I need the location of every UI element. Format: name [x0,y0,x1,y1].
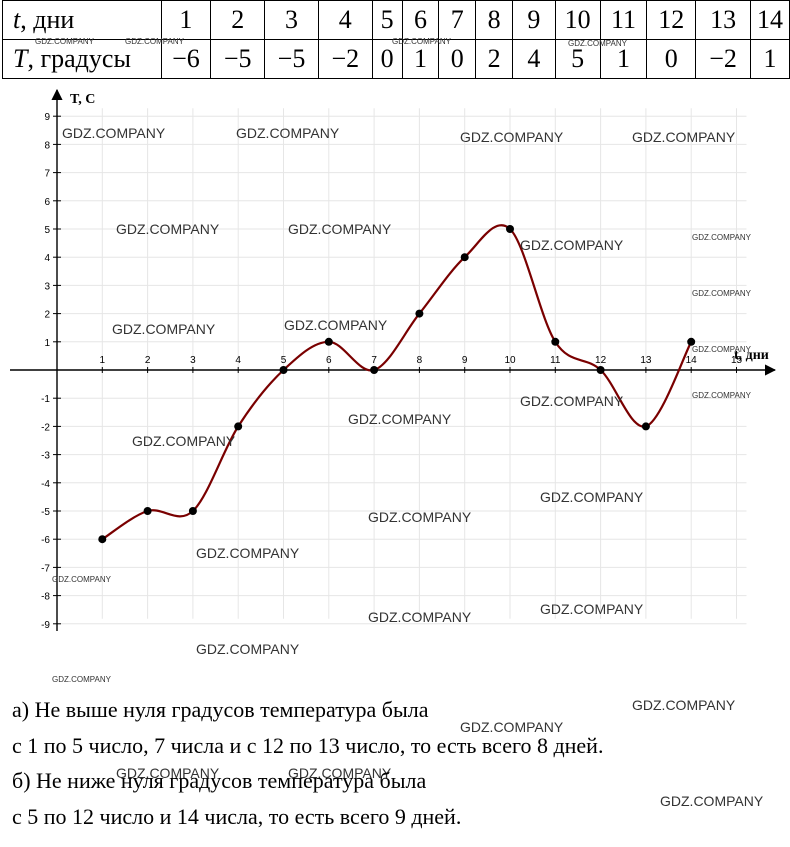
temp-cell: −5 [264,39,319,79]
day-cell: 11 [599,0,648,40]
y-tick-label: -7 [41,563,50,574]
y-tick-label: -8 [41,592,50,603]
temperature-curve [101,224,693,541]
temp-cell: 4 [511,39,556,79]
y-axis-label: T, C [70,92,95,107]
y-tick-label: 8 [44,140,50,151]
y-tick-label: -4 [41,479,50,490]
day-cell: 3 [264,0,319,40]
data-point [324,337,333,346]
answer-text: а) Не выше нуля градусов температура был… [12,692,788,834]
row-label-days: t, дни [2,0,162,40]
x-tick-label: 5 [281,355,287,366]
unit-days: , дни [20,5,75,34]
x-tick-label: 4 [235,355,241,366]
x-tick-label: 2 [145,355,151,366]
x-tick-label: 15 [731,355,743,366]
y-tick-label: 3 [44,281,50,292]
y-tick-label: -1 [41,394,50,405]
temp-cell: 1 [401,39,440,79]
day-cell: 13 [695,0,751,40]
temperature-chart: 1 2 3 4 5 6 7 8 9 10 11 12 13 14 15987654321-1-2-3-4-5… [10,88,777,631]
chart-ticks: 1 2 3 4 5 6 7 8 9 10 11 12 13 14 15987654321-1-2-3-4-5… [41,112,742,631]
data-point [460,253,469,262]
y-tick-label: 9 [44,112,50,123]
day-cell: 2 [210,0,266,40]
temp-cell: −2 [695,39,751,79]
data-point [143,507,152,515]
x-tick-label: 3 [190,355,196,366]
day-cell: 8 [475,0,513,40]
y-tick-label: 6 [44,197,50,208]
data-point [641,422,650,431]
y-tick-label: 4 [44,253,50,264]
y-tick-label: -5 [41,507,50,518]
x-tick-label: 14 [686,355,698,366]
table-row-temps: T, градусы −6 −5 −5 −2 0 1 0 2 4 5 1 0 −2 1 [2,39,790,79]
temp-cell: −6 [160,39,212,79]
data-point [596,366,605,374]
temp-cell: 0 [438,39,477,79]
data-point [687,337,696,346]
temp-cell: −5 [210,39,266,79]
data-point [370,366,379,374]
data-point [279,366,288,374]
day-cell: 14 [749,0,790,40]
x-tick-label: 1 [100,355,106,366]
day-cell: 10 [554,0,601,40]
y-tick-label: 1 [44,338,50,349]
x-tick-label: 13 [640,355,652,366]
x-tick-label: 6 [326,355,332,366]
answer-line-3: б) Не ниже нуля градусов температура был… [12,768,427,793]
temp-cell: 1 [749,39,790,79]
var-t: t [13,5,21,34]
temp-cell: −2 [317,39,373,79]
x-tick-label: 12 [595,355,607,366]
chart-axes [10,88,777,631]
day-cell: 5 [371,0,403,40]
temp-cell: 0 [646,39,697,79]
y-tick-label: -3 [41,451,50,462]
y-tick-label: 5 [44,225,50,236]
x-tick-label: 8 [417,355,423,366]
day-cell: 9 [511,0,556,40]
temp-cell: 0 [371,39,403,79]
y-tick-label: -6 [41,535,50,546]
data-table: t, дни 1 2 3 4 5 6 7 8 9 10 11 12 13 14 T, градусы −6… [2,0,790,79]
day-cell: 4 [317,0,373,40]
data-point [188,507,197,515]
var-T: T [13,44,28,73]
data-points [98,225,696,544]
day-cell: 12 [646,0,697,40]
x-axis-label: t, дни [734,348,769,363]
temp-cell: 1 [599,39,648,79]
answer-line-4: с 5 по 12 число и 14 числа, то есть всег… [12,803,462,829]
x-tick-label: 7 [371,355,377,366]
x-tick-label: 9 [462,355,468,366]
unit-temps: , градусы [27,44,131,73]
temp-cell: 5 [554,39,601,79]
x-tick-label: 10 [504,355,516,366]
chart-grid [56,108,747,625]
data-point [506,225,514,233]
table-row-days: t, дни 1 2 3 4 5 6 7 8 9 10 11 12 13 14 [2,0,790,40]
y-tick-label: 2 [44,310,50,321]
temp-cell: 2 [475,39,513,79]
answer-line-2: с 1 по 5 число, 7 числа и с 12 по 13 чис… [12,732,604,758]
y-tick-label: -2 [41,422,50,433]
day-cell: 1 [160,0,212,40]
day-cell: 6 [401,0,440,40]
data-point [234,422,243,431]
data-point [98,535,107,544]
data-point [415,309,424,318]
day-cell: 7 [438,0,477,40]
y-tick-label: 7 [44,169,50,180]
x-tick-label: 11 [550,355,561,366]
data-point [551,337,560,346]
answer-line-1: а) Не выше нуля градусов температура был… [12,697,429,722]
y-tick-label: -9 [41,620,50,631]
row-label-temps: T, градусы [2,39,162,79]
